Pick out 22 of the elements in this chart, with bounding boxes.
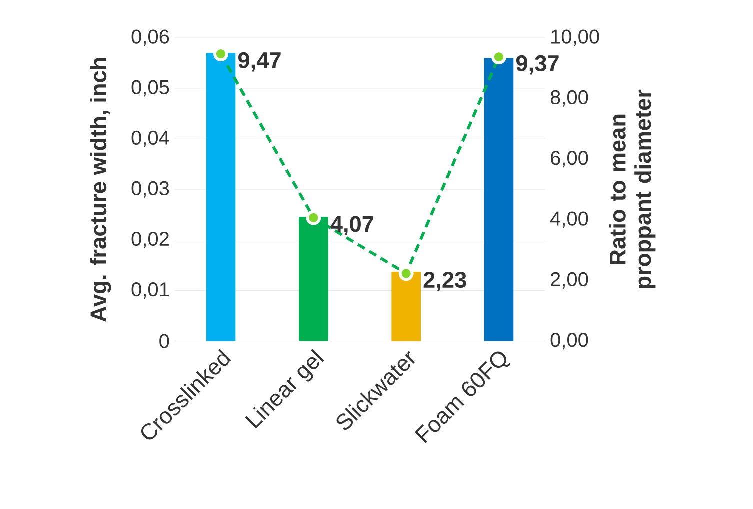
y2-tick-label: 4,00 (550, 212, 588, 228)
data-label: 4,07 (330, 216, 374, 236)
y-axis-title: Avg. fracture width, inch (90, 58, 112, 322)
data-label: 2,23 (424, 272, 466, 292)
y-tick-label: 0 (160, 334, 170, 348)
y-tick-label: 0,06 (132, 30, 170, 46)
y-tick-label: 0,05 (132, 80, 170, 97)
y2-tick-label: 0,00 (550, 333, 588, 350)
y-tick-label: 0,01 (132, 282, 169, 300)
y2-tick-label: 8,00 (550, 90, 588, 107)
bar (484, 58, 514, 342)
data-label: 9,47 (238, 52, 281, 72)
y2-tick-label: 6,00 (551, 151, 588, 168)
bar (392, 272, 421, 342)
y-tick-label: 0,04 (132, 130, 170, 148)
y2-axis-title: Ratio to mean proppant diameter (609, 90, 656, 288)
bar (206, 53, 236, 342)
y-tick-label: 0,03 (132, 181, 170, 198)
data-label: 9,37 (516, 55, 559, 75)
y2-tick-label: 2,00 (551, 272, 588, 289)
y2-tick-label: 10,00 (552, 30, 600, 46)
y-tick-label: 0,02 (132, 232, 169, 248)
